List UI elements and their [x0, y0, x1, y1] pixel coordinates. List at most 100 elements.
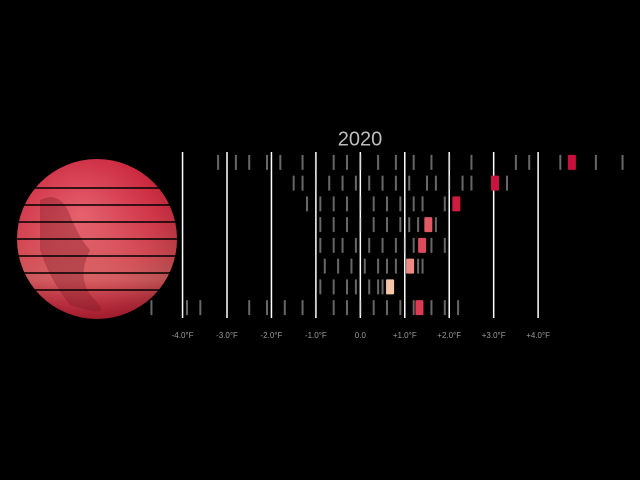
year-mark: [394, 258, 397, 274]
year-mark: [403, 237, 406, 253]
year-mark: [368, 279, 371, 295]
year-mark: [199, 300, 202, 316]
year-mark: [377, 279, 380, 295]
year-mark: [319, 217, 322, 233]
highlight-mark: [452, 196, 461, 212]
year-mark: [319, 237, 322, 253]
x-tick-label: +4.0°F: [526, 331, 550, 340]
year-mark: [368, 237, 371, 253]
year-mark: [470, 175, 473, 191]
year-mark: [430, 300, 433, 316]
year-mark: [506, 175, 508, 191]
year-mark: [341, 237, 344, 253]
x-tick-label: -1.0°F: [305, 331, 327, 340]
year-mark: [412, 237, 415, 253]
year-mark: [354, 237, 357, 253]
year-mark: [266, 300, 268, 316]
year-mark: [359, 196, 362, 212]
highlight-mark: [386, 279, 395, 295]
year-mark: [430, 154, 433, 170]
year-mark: [332, 217, 335, 233]
year-mark: [434, 175, 437, 191]
year-mark: [381, 175, 384, 191]
year-mark: [399, 217, 402, 233]
year-mark: [354, 175, 357, 191]
highlight-mark: [418, 237, 427, 253]
year-mark: [301, 175, 304, 191]
year-mark: [377, 258, 380, 274]
year-mark: [217, 154, 220, 170]
year-mark: [386, 217, 388, 233]
year-mark: [421, 196, 424, 212]
year-mark: [292, 175, 295, 191]
year-mark: [528, 154, 531, 170]
year-mark: [408, 175, 411, 191]
year-mark: [386, 196, 388, 212]
chart-title: 2020: [338, 128, 383, 150]
year-mark: [337, 258, 340, 274]
year-mark: [314, 175, 317, 191]
year-mark: [350, 258, 353, 274]
year-mark: [430, 237, 433, 253]
year-mark: [394, 237, 397, 253]
x-tick-label: 0.0: [355, 331, 367, 340]
year-mark: [457, 300, 460, 316]
year-mark: [234, 154, 237, 170]
year-mark: [443, 237, 446, 253]
year-mark: [346, 154, 348, 170]
highlight-mark: [424, 217, 433, 233]
year-mark: [248, 300, 251, 316]
year-mark: [359, 154, 362, 170]
x-tick-label: -4.0°F: [172, 331, 194, 340]
year-mark: [381, 237, 384, 253]
year-mark: [314, 154, 317, 170]
year-mark: [359, 217, 362, 233]
x-tick-label: -3.0°F: [216, 331, 238, 340]
year-mark: [354, 279, 357, 295]
year-mark: [306, 196, 308, 212]
x-tick-label: +1.0°F: [393, 331, 417, 340]
year-mark: [248, 154, 251, 170]
year-mark: [417, 258, 420, 274]
year-mark: [412, 196, 415, 212]
highlight-mark: [415, 300, 424, 316]
year-mark: [514, 154, 517, 170]
year-mark: [368, 175, 371, 191]
year-mark: [319, 279, 322, 295]
year-mark: [417, 217, 420, 233]
year-mark: [346, 217, 348, 233]
year-mark: [412, 300, 415, 316]
year-mark: [426, 175, 428, 191]
year-mark: [372, 300, 375, 316]
year-mark: [332, 154, 335, 170]
year-mark: [412, 154, 415, 170]
highlight-mark: [491, 175, 499, 191]
year-mark: [186, 300, 188, 316]
year-mark: [386, 258, 388, 274]
year-mark: [301, 154, 304, 170]
highlight-mark: [406, 258, 415, 274]
year-mark: [621, 154, 624, 170]
highlight-mark: [567, 154, 576, 170]
year-mark: [421, 258, 424, 274]
year-mark: [594, 154, 597, 170]
year-mark: [461, 175, 464, 191]
year-mark: [359, 300, 362, 316]
year-mark: [443, 300, 446, 316]
year-mark: [448, 175, 451, 191]
year-mark: [399, 300, 402, 316]
year-mark: [346, 300, 348, 316]
x-tick-label: +3.0°F: [482, 331, 506, 340]
year-mark: [394, 154, 397, 170]
year-mark: [328, 175, 331, 191]
year-mark: [346, 279, 348, 295]
year-mark: [372, 217, 375, 233]
year-mark: [363, 258, 366, 274]
year-mark: [394, 175, 397, 191]
year-mark: [372, 196, 375, 212]
year-mark: [341, 175, 344, 191]
year-mark: [559, 154, 562, 170]
x-tick-label: +2.0°F: [437, 331, 461, 340]
year-mark: [332, 196, 335, 212]
